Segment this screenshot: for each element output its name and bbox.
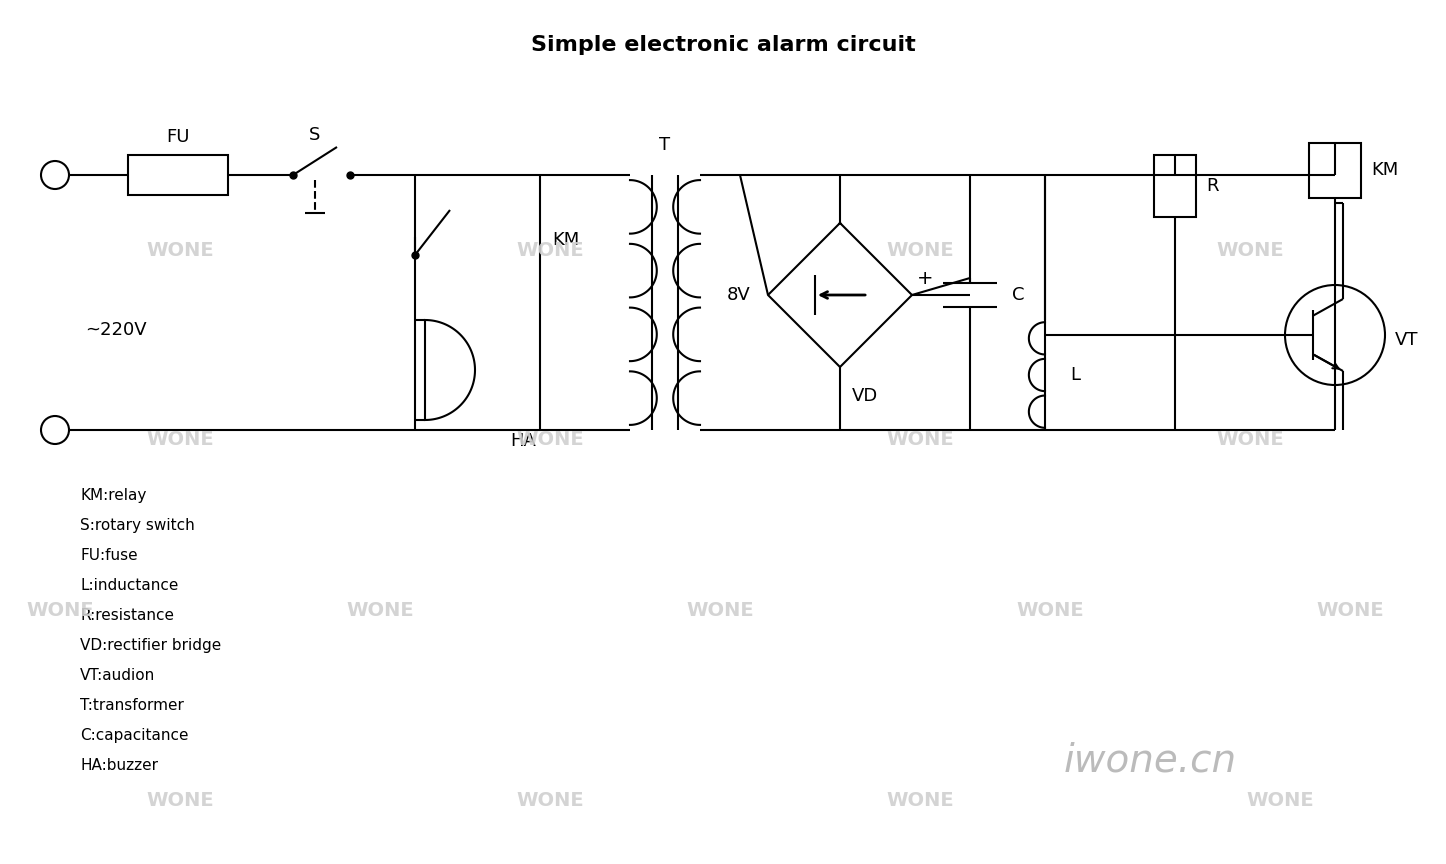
Text: VD: VD bbox=[852, 387, 878, 405]
Text: L:inductance: L:inductance bbox=[80, 578, 178, 593]
Text: Simple electronic alarm circuit: Simple electronic alarm circuit bbox=[531, 35, 915, 55]
Text: KM: KM bbox=[1371, 161, 1398, 179]
Text: C: C bbox=[1012, 286, 1025, 304]
Text: WONE: WONE bbox=[146, 791, 214, 810]
Text: WONE: WONE bbox=[886, 240, 954, 259]
Text: WONE: WONE bbox=[146, 430, 214, 449]
Text: S:rotary switch: S:rotary switch bbox=[80, 518, 195, 533]
Text: WONE: WONE bbox=[886, 430, 954, 449]
Text: WONE: WONE bbox=[1017, 600, 1084, 619]
Text: KM:relay: KM:relay bbox=[80, 488, 146, 503]
Text: HA:buzzer: HA:buzzer bbox=[80, 758, 158, 773]
Text: WONE: WONE bbox=[687, 600, 753, 619]
Text: KM: KM bbox=[552, 231, 580, 249]
Text: L: L bbox=[1070, 366, 1080, 384]
Text: VT: VT bbox=[1395, 331, 1419, 349]
Text: WONE: WONE bbox=[1216, 240, 1284, 259]
Text: WONE: WONE bbox=[516, 791, 584, 810]
Text: T: T bbox=[659, 136, 671, 154]
Text: +: + bbox=[917, 269, 933, 288]
Text: WONE: WONE bbox=[516, 240, 584, 259]
Text: HA: HA bbox=[510, 432, 536, 450]
Text: WONE: WONE bbox=[1216, 430, 1284, 449]
Text: ~220V: ~220V bbox=[85, 321, 146, 339]
Text: WONE: WONE bbox=[1316, 600, 1384, 619]
Text: 8V: 8V bbox=[726, 286, 750, 304]
Text: T:transformer: T:transformer bbox=[80, 698, 184, 713]
Text: FU:fuse: FU:fuse bbox=[80, 548, 137, 563]
Text: R:resistance: R:resistance bbox=[80, 608, 174, 623]
Text: WONE: WONE bbox=[146, 240, 214, 259]
Text: WONE: WONE bbox=[26, 600, 94, 619]
Text: C:capacitance: C:capacitance bbox=[80, 728, 188, 743]
Text: WONE: WONE bbox=[1246, 791, 1314, 810]
Bar bbox=[1309, 143, 1361, 198]
Text: WONE: WONE bbox=[516, 430, 584, 449]
Text: FU: FU bbox=[166, 128, 189, 146]
Text: VD:rectifier bridge: VD:rectifier bridge bbox=[80, 638, 221, 653]
Text: S: S bbox=[309, 126, 321, 144]
Text: WONE: WONE bbox=[886, 791, 954, 810]
Bar bbox=[129, 155, 228, 195]
Text: R: R bbox=[1206, 177, 1219, 195]
Text: VT:audion: VT:audion bbox=[80, 668, 155, 683]
Text: iwone.cn: iwone.cn bbox=[1063, 741, 1236, 779]
Text: WONE: WONE bbox=[346, 600, 414, 619]
Bar bbox=[1154, 155, 1196, 217]
